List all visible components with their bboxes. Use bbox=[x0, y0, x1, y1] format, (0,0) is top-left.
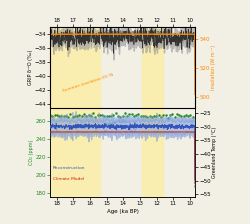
Y-axis label: GRIP δ¹⁸O (‰): GRIP δ¹⁸O (‰) bbox=[28, 50, 33, 85]
Bar bbox=[50, 108, 100, 197]
Text: Summer insolation 65°N: Summer insolation 65°N bbox=[62, 73, 114, 93]
Bar bbox=[50, 27, 100, 108]
Bar bbox=[142, 27, 163, 108]
Y-axis label: CO₂ (ppm): CO₂ (ppm) bbox=[29, 140, 34, 165]
Text: Atmospheric CO₂: Atmospheric CO₂ bbox=[90, 118, 128, 129]
Text: Greenland water isotopes: Greenland water isotopes bbox=[105, 30, 168, 35]
Text: Climate Model: Climate Model bbox=[53, 177, 84, 181]
X-axis label: Age (ka BP): Age (ka BP) bbox=[106, 209, 138, 214]
Bar bbox=[142, 108, 163, 197]
Y-axis label: Greenland Temp (°C): Greenland Temp (°C) bbox=[212, 127, 217, 178]
Y-axis label: Insolation (W m⁻²): Insolation (W m⁻²) bbox=[211, 45, 216, 90]
Text: Reconstruction: Reconstruction bbox=[53, 166, 86, 170]
